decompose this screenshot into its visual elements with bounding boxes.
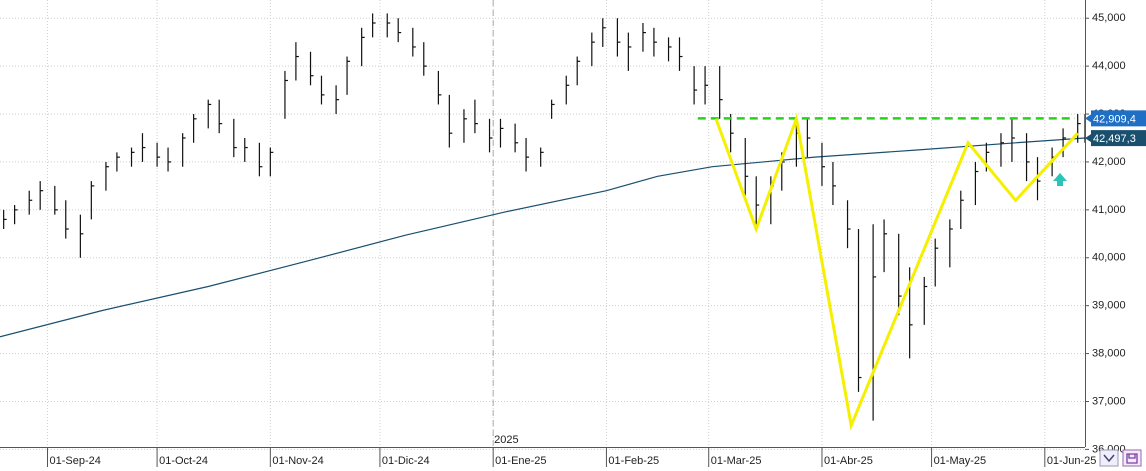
- y-tick-label: 37,000: [1092, 395, 1126, 407]
- price-pointer: [1085, 114, 1091, 123]
- grid: [0, 0, 1085, 450]
- y-tick-label: 45,000: [1092, 12, 1126, 24]
- price-label: 42,909,4: [1093, 113, 1136, 125]
- up-arrow-icon: [1053, 173, 1067, 186]
- price-label-box: [1091, 110, 1146, 127]
- x-tick-label: 01-Sep-24: [49, 455, 100, 467]
- x-tick-label: 01-Abr-25: [824, 455, 873, 467]
- year-label: 2025: [494, 434, 518, 446]
- moving-average: [0, 137, 1085, 338]
- y-tick-label: 41,000: [1092, 204, 1126, 216]
- x-tick-label: 01-May-25: [934, 455, 987, 467]
- x-tick-label: 01-Nov-24: [272, 455, 323, 467]
- pattern-line: [714, 113, 1079, 431]
- plot-area: [0, 13, 1085, 431]
- price-label: 42,497,3: [1093, 133, 1136, 145]
- x-tick-label: 01-Dic-24: [382, 455, 430, 467]
- y-tick-label: 38,000: [1092, 347, 1126, 359]
- price-pointer: [1085, 134, 1091, 143]
- x-tick-label: 01-Mar-25: [711, 455, 762, 467]
- save-icon: [1126, 453, 1138, 464]
- scroll-button[interactable]: [1099, 449, 1119, 467]
- y-tick-label: 42,000: [1092, 156, 1126, 168]
- x-tick-label: 01-Ene-25: [495, 455, 546, 467]
- x-tick-label: 01-Jun-25: [1047, 455, 1097, 467]
- scroll-icon: [1103, 454, 1115, 463]
- x-tick-label: 01-Oct-24: [159, 455, 208, 467]
- price-label-box: [1091, 130, 1146, 147]
- toolbar: [1099, 449, 1142, 467]
- y-tick-label: 44,000: [1092, 60, 1126, 72]
- y-tick-label: 40,000: [1092, 252, 1126, 264]
- y-tick-label: 39,000: [1092, 300, 1126, 312]
- x-tick-label: 01-Feb-25: [608, 455, 659, 467]
